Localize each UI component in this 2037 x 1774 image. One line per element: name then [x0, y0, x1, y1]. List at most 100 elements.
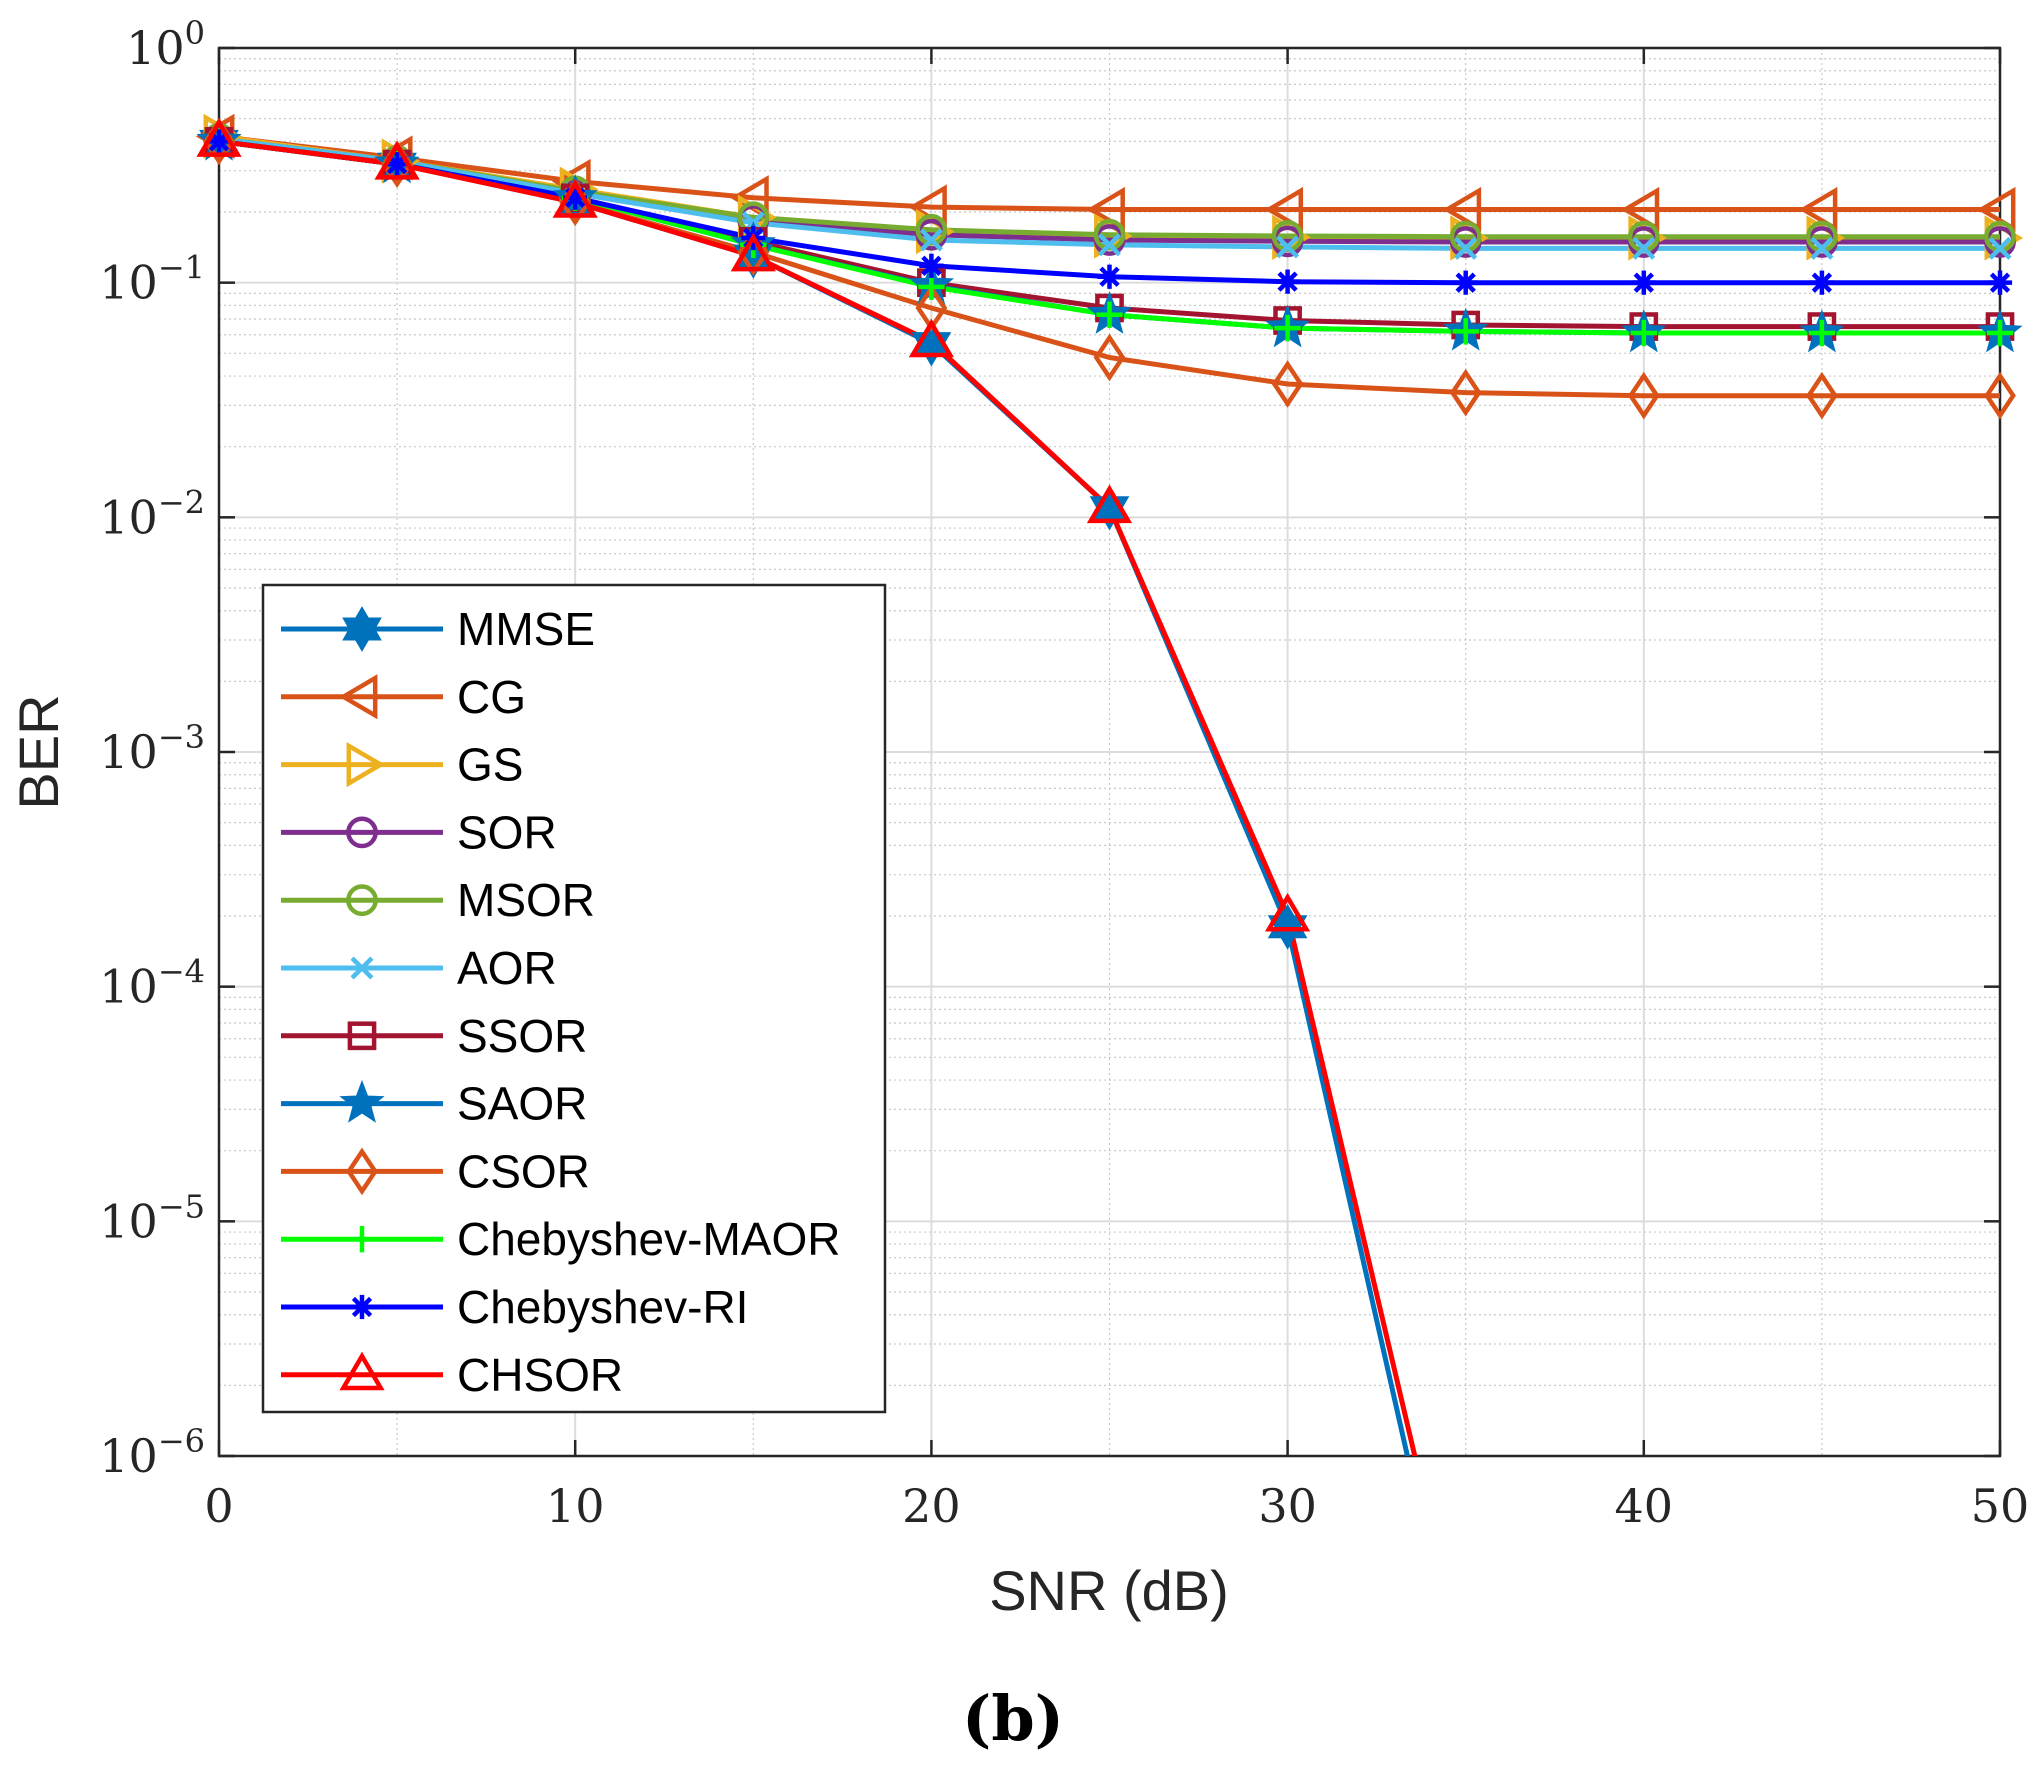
legend: MMSE CG GS SOR MSOR AOR SSOR SAOR CSOR Chebyshev-… — [261, 583, 887, 1414]
legend-marker-ssor — [347, 1021, 377, 1051]
marker-stroke — [351, 1296, 373, 1318]
data-point-chebyshev-ri — [1631, 270, 1656, 295]
data-point-chebyshev-ri — [1987, 270, 2013, 295]
x-tick-label: 40 — [1615, 1479, 1674, 1533]
data-point-csor — [1449, 368, 1482, 417]
y-tick-label: 10−6 — [99, 1422, 205, 1483]
data-point-chsor — [908, 318, 955, 358]
legend-marker-gs — [346, 741, 386, 788]
legend-marker-csor — [346, 1147, 378, 1196]
legend-marker-aor — [350, 956, 374, 980]
legend-label-ssor: SSOR — [457, 1010, 587, 1062]
data-point-chsor — [374, 140, 420, 180]
y-tick-label: 100 — [126, 14, 205, 75]
marker-stroke — [350, 956, 374, 980]
data-point-chebyshev-ri — [919, 253, 944, 278]
data-point-csor — [1271, 360, 1304, 408]
data-point-cg — [1264, 186, 1304, 233]
data-point-cg — [1442, 186, 1482, 233]
legend-label-cg: CG — [457, 671, 526, 723]
legend-marker-mmse — [342, 606, 382, 652]
data-point-chsor — [1086, 484, 1133, 524]
y-axis-label: BER — [7, 694, 70, 809]
y-tick-label: 10−2 — [99, 483, 205, 544]
marker-stroke — [1455, 272, 1476, 293]
y-tick-label: 10−1 — [99, 249, 205, 310]
marker-stroke — [1810, 236, 1834, 260]
marker-stroke — [1989, 272, 2011, 293]
legend-label-mmse: MMSE — [457, 603, 595, 655]
data-point-chebyshev-maor — [1452, 318, 1479, 345]
x-tick-label: 20 — [902, 1479, 961, 1533]
data-point-msor — [915, 213, 948, 246]
data-point-aor — [1632, 236, 1656, 260]
marker-stroke — [1276, 235, 1300, 259]
data-point-cg — [1798, 186, 1838, 233]
data-point-chebyshev-maor — [1808, 319, 1836, 347]
axes — [217, 46, 2002, 1458]
data-point-mmse — [1089, 484, 1130, 531]
marker-stroke — [1277, 271, 1298, 292]
marker-stroke — [1098, 233, 1121, 257]
data-point-chebyshev-maor — [1096, 301, 1123, 328]
marker-stroke — [921, 255, 942, 276]
legend-marker-chsor — [339, 1351, 385, 1391]
data-point-msor — [1093, 218, 1126, 251]
x-tick-label: 0 — [204, 1479, 233, 1533]
data-point-csor — [1093, 333, 1126, 382]
data-point-chsor — [552, 179, 598, 218]
x-axis-label: SNR (dB) — [989, 1559, 1229, 1622]
legend-marker-msor — [346, 884, 378, 917]
legend-label-msor: MSOR — [457, 874, 595, 926]
legend-label-chebyshev-maor: Chebyshev-MAOR — [457, 1213, 840, 1265]
y-tick-label: 10−5 — [99, 1187, 205, 1248]
marker-stroke — [1988, 236, 2012, 260]
data-point-csor — [1627, 371, 1660, 420]
marker-stroke — [1632, 236, 1656, 260]
legend-marker-saor — [339, 1079, 385, 1123]
data-point-csor — [915, 284, 948, 332]
data-point-chebyshev-ri — [1453, 270, 1478, 295]
marker-stroke — [1811, 272, 1833, 293]
legend-label-aor: AOR — [457, 942, 557, 994]
marker-stroke — [1454, 236, 1478, 260]
legend-label-chsor: CHSOR — [457, 1349, 623, 1401]
legend-marker-chebyshev-maor — [348, 1226, 376, 1253]
legend-box — [261, 583, 887, 1414]
x-tick-label: 30 — [1258, 1479, 1317, 1533]
series-line-cg — [219, 133, 2000, 212]
marker-stroke — [1633, 272, 1654, 293]
data-point-chebyshev-maor — [1630, 319, 1657, 347]
legend-label-csor: CSOR — [457, 1145, 590, 1197]
data-point-csor — [1805, 371, 1838, 420]
data-point-chebyshev-ri — [1275, 269, 1300, 294]
legend-label-sor: SOR — [457, 806, 557, 858]
data-point-chsor — [1264, 892, 1311, 932]
data-point-chebyshev-ri — [1809, 270, 1834, 295]
data-point-aor — [1988, 236, 2012, 260]
marker-stroke — [919, 228, 943, 252]
data-point-aor — [1810, 236, 1834, 260]
x-tick-label: 10 — [546, 1479, 605, 1533]
x-tick-label: 50 — [1971, 1479, 2030, 1533]
data-point-cg — [1620, 186, 1660, 233]
figure-caption: (b) — [962, 1682, 1064, 1755]
legend-marker-sor — [346, 816, 378, 849]
data-point-aor — [1276, 235, 1300, 259]
data-point-chebyshev-maor — [1274, 314, 1301, 342]
data-point-cg — [1086, 186, 1125, 233]
legend-label-chebyshev-ri: Chebyshev-RI — [457, 1281, 748, 1333]
marker-stroke — [1099, 266, 1120, 287]
data-point-csor — [1984, 371, 2016, 420]
data-point-aor — [1098, 233, 1121, 257]
data-point-cg — [1976, 186, 2016, 233]
data-point-chebyshev-ri — [1097, 264, 1122, 289]
data-point-aor — [919, 228, 943, 252]
legend-marker-chebyshev-ri — [349, 1294, 375, 1320]
y-tick-label: 10−3 — [99, 718, 205, 779]
data-point-chsor — [196, 118, 242, 157]
tick-labels: 0 10 20 30 40 50 100 10−1 10−2 10−3 10−4 10−5 10−6 — [99, 14, 2029, 1533]
legend-marker-cg — [338, 674, 378, 720]
legend-label-saor: SAOR — [457, 1078, 587, 1130]
